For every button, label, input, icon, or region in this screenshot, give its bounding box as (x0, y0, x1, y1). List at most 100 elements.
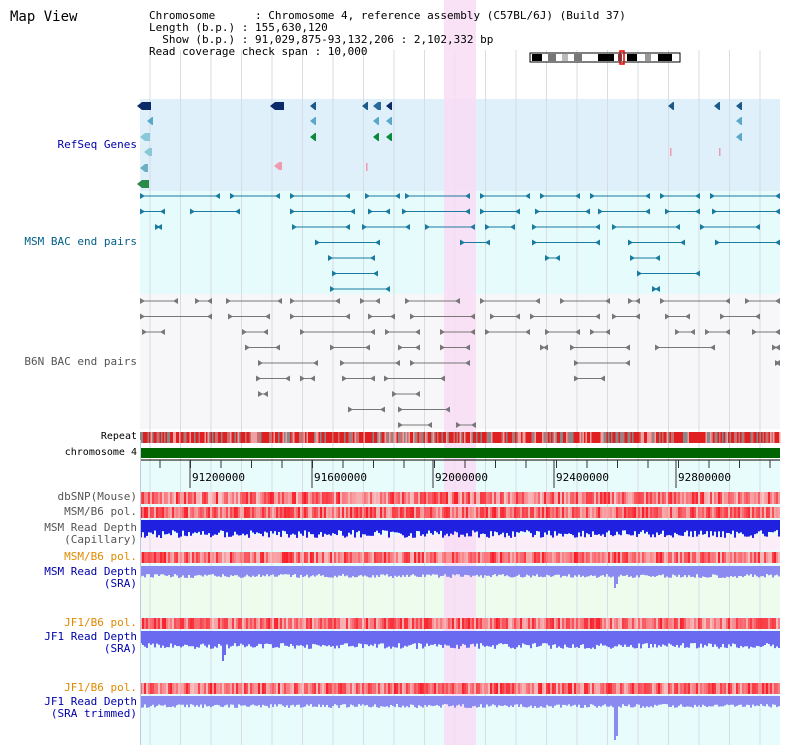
repeat-mark (554, 432, 556, 443)
msm-bac-pair-end (235, 208, 240, 215)
read-depth-bar (436, 566, 438, 575)
read-depth-bar (450, 520, 452, 534)
polymorphism-mark (150, 507, 152, 518)
polymorphism-mark (400, 618, 402, 629)
read-depth-bar (322, 566, 324, 576)
polymorphism-mark (400, 507, 402, 518)
polymorphism-mark (204, 507, 206, 518)
repeat-mark (165, 432, 167, 443)
polymorphism-mark (512, 618, 514, 629)
repeat-mark (602, 432, 604, 443)
polymorphism-mark (776, 683, 778, 694)
read-depth-bar (630, 566, 632, 577)
polymorphism-mark (538, 552, 540, 563)
repeat-mark (314, 432, 316, 443)
polymorphism-mark (634, 492, 636, 504)
read-depth-bar (212, 631, 214, 649)
read-depth-bar (622, 566, 624, 576)
polymorphism-mark (628, 507, 630, 518)
polymorphism-mark (616, 552, 618, 563)
read-depth-bar (620, 520, 622, 536)
read-depth-bar (440, 566, 442, 577)
read-depth-bar (688, 566, 690, 576)
polymorphism-mark (294, 507, 296, 518)
polymorphism-mark (664, 683, 666, 694)
polymorphism-mark (744, 552, 746, 563)
b6n-bac-pair-end (415, 391, 420, 397)
refseq-gene-mark (386, 117, 392, 125)
polymorphism-mark (496, 492, 498, 504)
msm-bac-pair-end (470, 224, 475, 230)
polymorphism-mark (542, 683, 544, 694)
polymorphism-mark (440, 492, 442, 504)
polymorphism-mark (360, 683, 362, 694)
read-depth-bar (722, 631, 724, 645)
repeat-mark (570, 432, 572, 443)
polymorphism-mark (544, 492, 546, 504)
read-depth-bar (582, 631, 584, 645)
polymorphism-mark (188, 683, 190, 694)
track-label-b6n-bac-end-pairs[interactable]: B6N BAC end pairs (24, 355, 137, 368)
polymorphism-mark (386, 683, 388, 694)
read-depth-bar (260, 696, 262, 708)
polymorphism-mark (430, 683, 432, 694)
read-depth-bar (342, 566, 344, 575)
refseq-gene-mark (144, 148, 152, 156)
repeat-mark (564, 432, 566, 443)
polymorphism-mark (544, 618, 546, 629)
repeat-mark (557, 432, 559, 443)
polymorphism-mark (616, 507, 618, 518)
polymorphism-mark (418, 683, 420, 694)
polymorphism-mark (404, 683, 406, 694)
polymorphism-mark (766, 618, 768, 629)
polymorphism-mark (662, 552, 664, 563)
polymorphism-mark (372, 683, 374, 694)
polymorphism-mark (640, 507, 642, 518)
read-depth-bar (386, 631, 388, 648)
polymorphism-mark (658, 683, 660, 694)
repeat-mark (206, 432, 208, 443)
b6n-bac-pair-end (258, 391, 263, 397)
track-label-refseq-genes[interactable]: RefSeq Genes (57, 138, 137, 151)
polymorphism-mark (748, 552, 750, 563)
polymorphism-mark (670, 492, 672, 504)
repeat-mark (555, 432, 557, 443)
read-depth-bar (494, 631, 496, 649)
polymorphism-mark (274, 552, 276, 563)
repeat-mark (477, 432, 479, 443)
polymorphism-mark (456, 618, 458, 629)
polymorphism-mark (328, 618, 330, 629)
polymorphism-mark (254, 552, 256, 563)
polymorphism-mark (754, 507, 756, 518)
polymorphism-mark (256, 683, 258, 694)
polymorphism-mark (660, 618, 662, 629)
read-depth-bar (410, 696, 412, 705)
b6n-bac-pair-end (375, 298, 380, 304)
read-depth-bar (340, 631, 342, 645)
polymorphism-mark (386, 492, 388, 504)
read-depth-bar (528, 631, 530, 646)
polymorphism-mark (382, 552, 384, 563)
read-depth-bar (298, 566, 300, 578)
polymorphism-mark (714, 507, 716, 518)
repeat-mark (758, 432, 760, 443)
polymorphism-mark (232, 552, 234, 563)
b6n-bac-pair-end (445, 406, 450, 413)
read-depth-bar (240, 696, 242, 706)
read-depth-bar (458, 631, 460, 649)
read-depth-bar (500, 566, 502, 575)
polymorphism-mark (726, 683, 728, 694)
polymorphism-mark (692, 552, 694, 563)
read-depth-bar (422, 696, 424, 708)
read-depth-bar (414, 631, 416, 644)
polymorphism-mark (212, 492, 214, 504)
read-depth-bar (232, 566, 234, 577)
track-label-msm-bac-end-pairs[interactable]: MSM BAC end pairs (24, 235, 137, 248)
polymorphism-mark (610, 618, 612, 629)
polymorphism-mark (496, 552, 498, 563)
repeat-mark (486, 432, 488, 443)
read-depth-bar (318, 566, 320, 575)
polymorphism-mark (188, 507, 190, 518)
b6n-bac-pair-end (471, 422, 476, 428)
